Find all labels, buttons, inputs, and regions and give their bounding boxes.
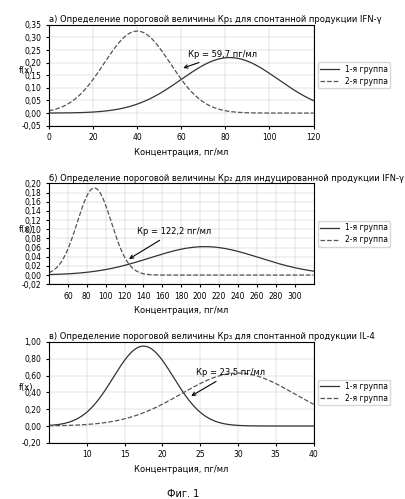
Text: Кр = 59,7 пг/мл: Кр = 59,7 пг/мл	[184, 50, 256, 68]
X-axis label: Концентрация, пг/мл: Концентрация, пг/мл	[134, 148, 228, 157]
X-axis label: Концентрация, пг/мл: Концентрация, пг/мл	[134, 306, 228, 315]
Text: Кр = 23,5 пг/мл: Кр = 23,5 пг/мл	[192, 368, 265, 395]
Y-axis label: f(x): f(x)	[19, 225, 34, 234]
X-axis label: Концентрация, пг/мл: Концентрация, пг/мл	[134, 465, 228, 474]
Text: а) Определение пороговой величины Кр₁ для спонтанной продукции IFN-γ: а) Определение пороговой величины Кр₁ дл…	[49, 15, 381, 24]
Text: Фиг. 1: Фиг. 1	[166, 489, 198, 499]
Text: Кр = 122,2 пг/мл: Кр = 122,2 пг/мл	[130, 227, 211, 258]
Y-axis label: f(x): f(x)	[19, 66, 34, 75]
Text: б) Определение пороговой величины Кр₂ для индуцированной продукции IFN-γ: б) Определение пороговой величины Кр₂ дл…	[49, 174, 403, 183]
Text: в) Определение пороговой величины Кр₃ для спонтанной продукции IL-4: в) Определение пороговой величины Кр₃ дл…	[49, 332, 374, 341]
Legend: 1-я группа, 2-я группа: 1-я группа, 2-я группа	[317, 221, 390, 247]
Y-axis label: f(x): f(x)	[19, 383, 34, 392]
Legend: 1-я группа, 2-я группа: 1-я группа, 2-я группа	[317, 380, 390, 405]
Legend: 1-я группа, 2-я группа: 1-я группа, 2-я группа	[317, 62, 390, 88]
